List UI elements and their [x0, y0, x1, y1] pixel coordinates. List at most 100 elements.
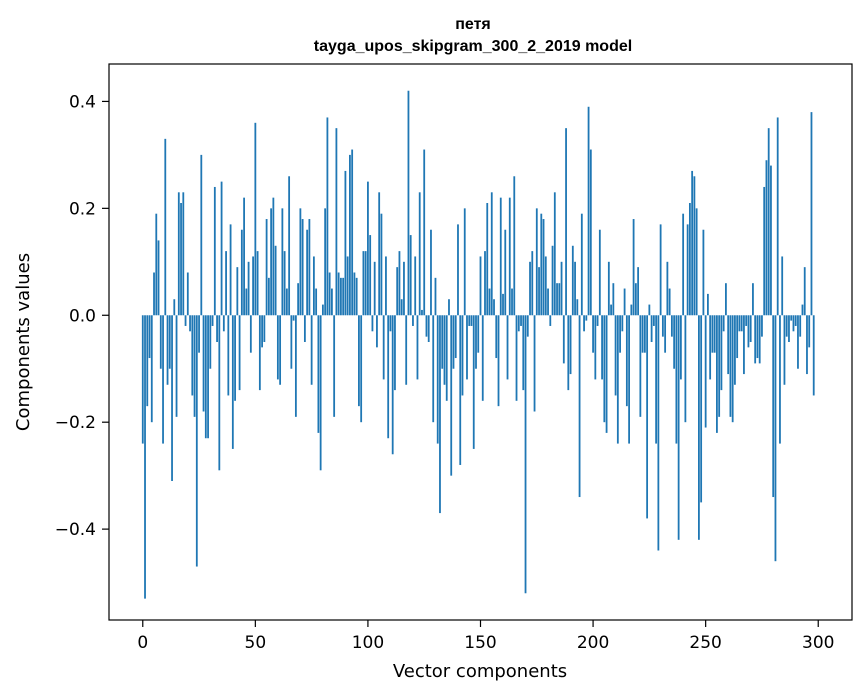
bar — [571, 245, 574, 316]
bar — [664, 315, 667, 353]
bar — [299, 208, 302, 316]
bar — [382, 315, 385, 380]
bar — [598, 229, 601, 316]
bar — [655, 315, 658, 444]
bar — [560, 261, 563, 316]
bar — [549, 315, 552, 326]
bar — [632, 219, 635, 316]
bar — [614, 315, 617, 396]
bar — [783, 315, 786, 385]
bar — [445, 315, 448, 401]
bar — [515, 315, 518, 401]
bar — [385, 256, 387, 316]
bar — [270, 208, 273, 316]
bar — [529, 261, 531, 316]
bar — [675, 315, 678, 444]
bar — [182, 192, 185, 316]
bar — [720, 315, 723, 391]
bar — [587, 106, 590, 316]
bar — [265, 219, 268, 316]
x-tick-label: 150 — [464, 633, 496, 653]
bar — [459, 315, 462, 465]
bar — [556, 283, 558, 316]
bar — [349, 154, 351, 316]
chart-title: петя — [455, 16, 491, 33]
bar — [218, 315, 221, 471]
bar — [547, 288, 549, 316]
bar — [472, 315, 475, 449]
bar — [272, 197, 275, 316]
bar — [157, 240, 160, 316]
bar — [481, 315, 484, 401]
bar — [668, 288, 671, 316]
bar — [803, 267, 806, 316]
bar — [331, 288, 333, 316]
bar — [585, 315, 588, 321]
x-tick-label: 100 — [352, 633, 384, 653]
bar-series — [141, 90, 815, 599]
bar — [306, 229, 309, 316]
bar — [380, 213, 383, 316]
bar — [666, 261, 669, 316]
bar — [740, 315, 743, 332]
bar — [698, 315, 700, 540]
bar — [583, 315, 585, 332]
bar — [628, 315, 630, 444]
y-tick-label: −0.4 — [55, 520, 96, 540]
bar — [630, 304, 633, 316]
bar — [621, 315, 624, 332]
bar — [358, 315, 360, 407]
bar — [342, 277, 345, 316]
bar — [693, 176, 696, 316]
bar — [792, 315, 795, 332]
bar — [234, 315, 236, 401]
bar — [398, 251, 401, 316]
bar — [709, 315, 712, 380]
bar — [283, 251, 286, 316]
bar — [754, 315, 757, 364]
bar — [297, 283, 300, 316]
bar — [407, 90, 410, 316]
bar — [625, 315, 628, 407]
bar — [542, 219, 545, 316]
bar — [310, 315, 313, 385]
y-axis: −0.4 −0.2 0.0 0.2 0.4 — [55, 92, 109, 540]
bar — [650, 315, 653, 342]
bar — [421, 309, 423, 316]
bar — [414, 256, 417, 316]
bar — [790, 315, 793, 321]
y-tick-label: 0.4 — [69, 92, 96, 112]
bar — [148, 315, 151, 359]
bar — [623, 288, 626, 316]
bar — [646, 315, 649, 519]
bar — [756, 315, 759, 359]
bar — [727, 315, 730, 375]
bar — [801, 304, 804, 316]
bar — [461, 315, 464, 396]
bar — [731, 315, 734, 423]
bar — [603, 315, 606, 423]
bar — [673, 315, 676, 369]
y-axis-label: Components values — [13, 253, 34, 431]
bar — [679, 315, 682, 380]
bar — [405, 315, 408, 385]
bar — [285, 288, 288, 316]
bar — [389, 315, 392, 332]
bar — [688, 203, 691, 316]
bar — [695, 208, 698, 316]
bar — [774, 315, 777, 562]
bar — [562, 315, 565, 364]
bar — [504, 229, 507, 316]
bar — [279, 315, 282, 385]
bar — [657, 315, 660, 551]
bar — [540, 213, 543, 316]
bar — [722, 315, 725, 332]
bar — [763, 186, 766, 316]
bar — [202, 315, 205, 412]
bar — [168, 315, 171, 369]
bar — [661, 315, 664, 337]
bar — [711, 315, 714, 353]
bar — [634, 283, 637, 316]
bar — [553, 192, 556, 316]
